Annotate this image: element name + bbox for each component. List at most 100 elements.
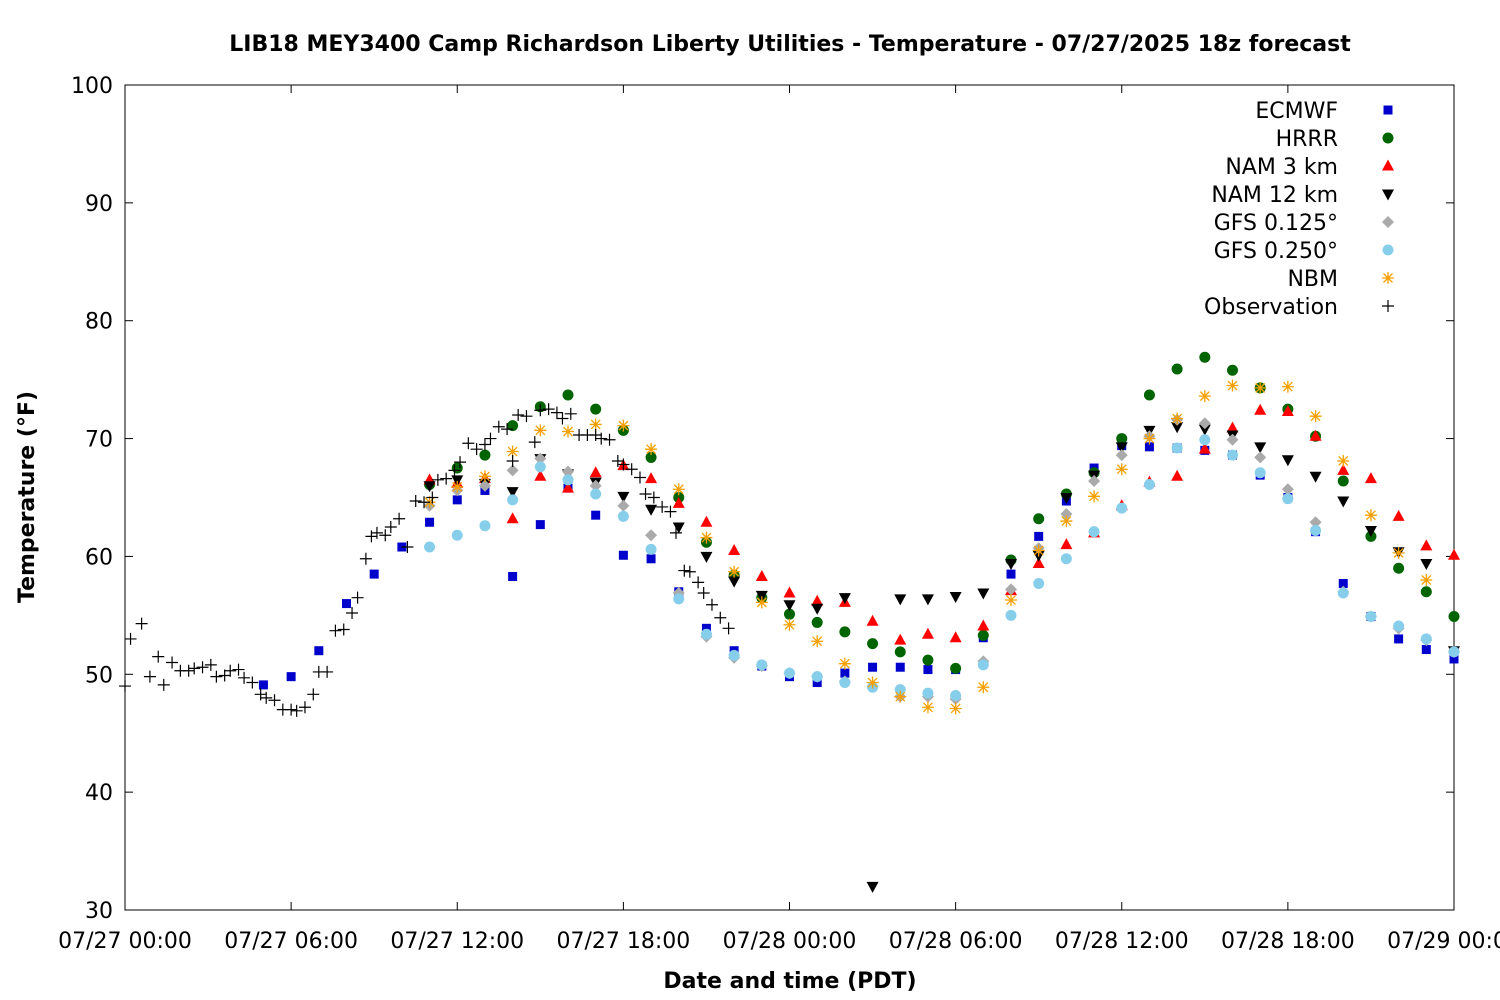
series-layer [119,351,1460,893]
observation-point [285,703,298,716]
observation-point [512,409,525,421]
observation-point [370,526,383,539]
nbm-point [783,618,796,631]
ecmwf-point [701,623,711,633]
nam-3-km-point [700,515,713,527]
gfs-0-250-point [1143,479,1155,491]
observation-point [351,591,364,604]
nam-12-km-point [866,881,879,893]
gfs-0-250-point [977,659,989,671]
nam-12-km-point [1420,559,1433,570]
gfs-0-250-point [922,687,934,699]
hrrr-point [1337,475,1349,487]
nam-3-km-point [1392,509,1405,521]
observation-point [625,463,638,476]
nam-3-km-point [949,631,962,643]
observation-point [409,495,422,508]
nam-12-km-point [1060,493,1073,504]
observation-point [218,669,231,682]
observation-point [722,622,735,635]
gfs-0-250-point [756,659,768,671]
y-tick-label: 90 [85,192,113,217]
gfs-0-250-point [894,684,906,696]
nam-12-km-point [1171,422,1184,434]
ecmwf-point [1449,654,1459,664]
hrrr-point [1033,513,1045,525]
hrrr-point [1227,364,1238,376]
observation-point [321,665,334,678]
observation-point [705,598,718,611]
nam-3-km-point [811,594,824,606]
observation-point [692,576,705,589]
nam-12-km-point [506,487,519,499]
nam-3-km-point [1171,469,1184,481]
observation-point [556,412,569,425]
hrrr-point [894,646,906,658]
gfs-0-125-point [1088,475,1101,487]
gfs-0-250-point [1310,525,1322,536]
observation-point [470,443,483,456]
hrrr-point [562,389,574,401]
observation-point [119,680,131,693]
observation-point [135,617,148,630]
hrrr-point [1171,363,1183,375]
observation-point [440,472,453,485]
observation-point [401,541,414,553]
observation-point [564,407,577,420]
hrrr-point [1116,433,1128,445]
gfs-0-250-point [950,690,962,701]
legend-label-nam-3-km: NAM 3 km [1225,155,1338,180]
nam-12-km-point [672,522,685,534]
observation-point [260,691,273,704]
hrrr-point [1143,389,1155,401]
gfs-0-125-point [478,479,491,492]
observation-point [478,438,491,451]
nam-3-km-point [1226,421,1239,433]
ecmwf-point [646,554,656,564]
legend-marker-gfs-0-250 [1382,244,1394,256]
observation-point [462,437,475,450]
observation-point [528,436,541,449]
legend-marker-nbm [1382,272,1394,284]
gfs-0-125-point [1254,451,1267,464]
hrrr-point [811,616,823,628]
gfs-0-250-point [534,461,546,473]
gfs-0-250-point [590,488,602,500]
nam-12-km-point [811,603,824,615]
observation-point [647,491,660,504]
gfs-0-125-point [1281,483,1294,496]
gfs-0-125-point [645,529,658,542]
observation-point [678,564,691,577]
observation-point [617,458,630,471]
hrrr-point [784,608,795,620]
gfs-0-250-point [811,671,823,683]
gfs-0-125-point [617,499,630,512]
nam-12-km-point [949,592,962,603]
nam-12-km-point [894,594,907,606]
nbm-point [894,690,907,703]
nam-12-km-point [921,594,934,606]
series-nam-3-km [423,403,1460,645]
ecmwf-point [425,517,435,527]
nam-3-km-point [506,512,519,524]
nam-3-km-point [1060,538,1073,550]
nbm-point [1088,490,1101,503]
nam-12-km-point [1281,455,1294,467]
x-tick-label: 07/28 18:00 [1221,929,1355,954]
nam-3-km-point [1281,404,1294,416]
x-axis: 07/27 00:00 07/27 06:00 07/27 12:00 07/27 1… [58,85,1500,954]
gfs-0-250-point [645,543,657,555]
ecmwf-point [258,680,268,690]
observation-point [683,565,696,578]
y-tick-label: 80 [85,310,113,335]
observation-point [298,701,311,714]
nbm-point [1420,574,1433,586]
gfs-0-125-point [534,452,547,465]
gfs-0-250-point [839,677,851,689]
observation-point [418,496,431,509]
x-tick-label: 07/28 06:00 [889,929,1023,954]
legend: ECMWF HRRR NAM 3 km NAM 12 km GFS 0.125° GFS … [1204,99,1394,320]
observation-point [664,505,677,518]
observation-point [379,529,392,542]
ecmwf-point [1338,579,1348,589]
